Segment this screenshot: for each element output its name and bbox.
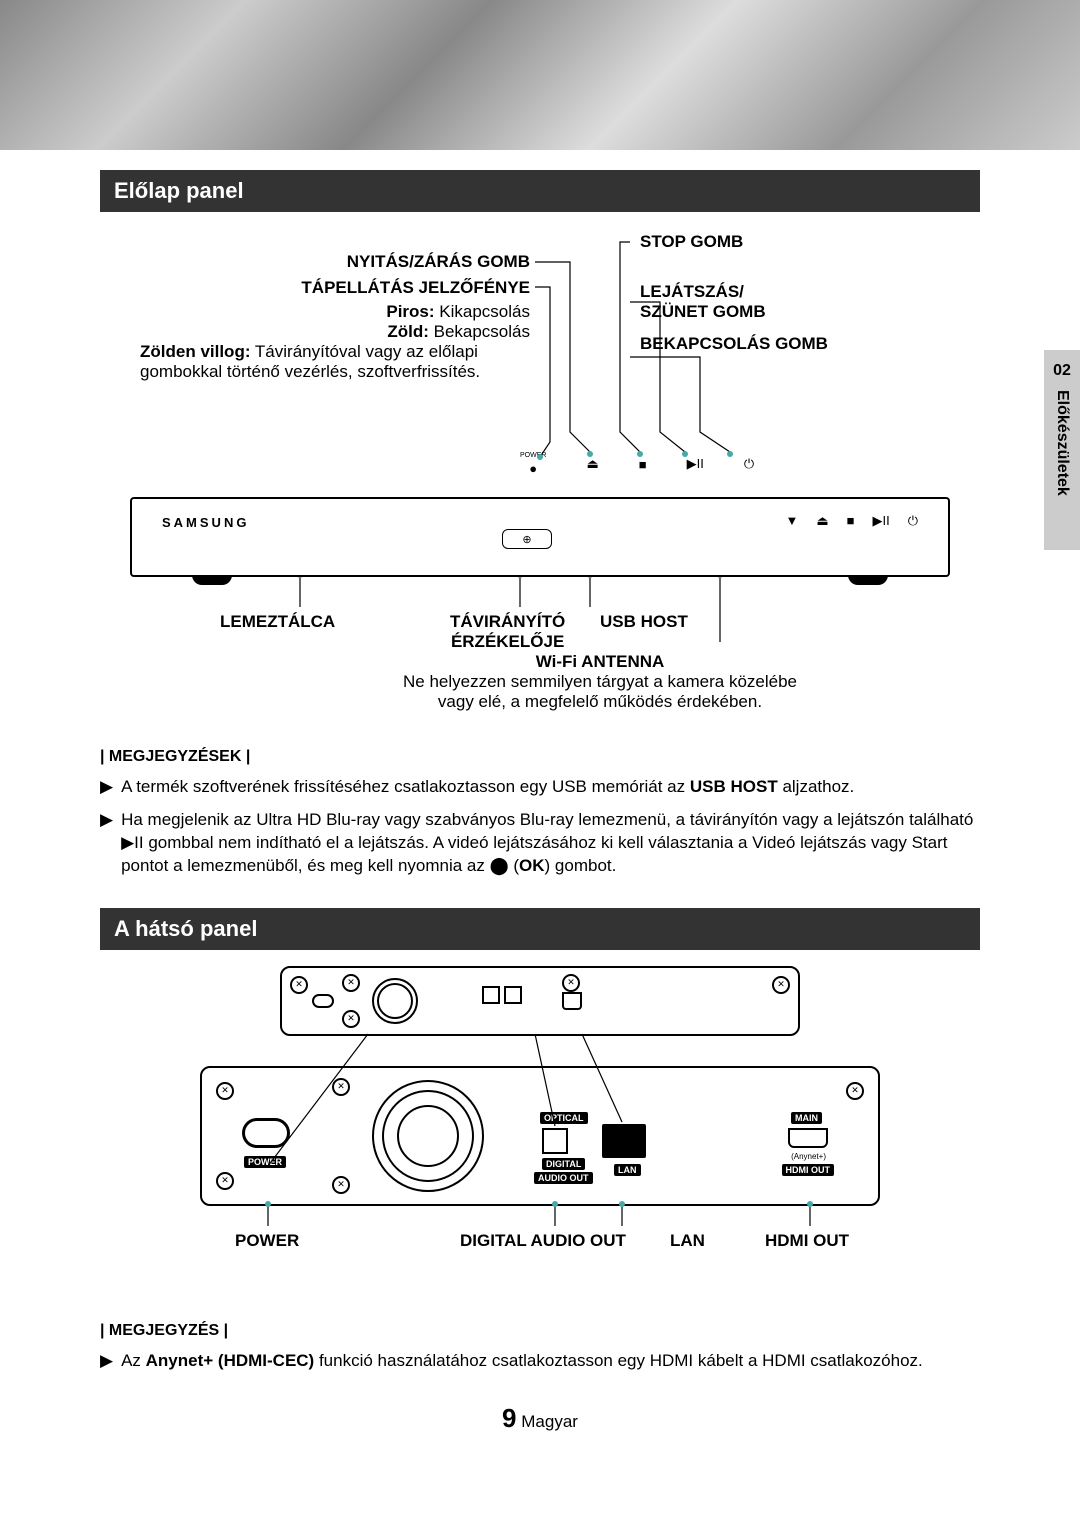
bullet-icon: ▶	[100, 1350, 113, 1373]
section-title-front: Előlap panel	[100, 170, 980, 212]
lan-label: LAN	[670, 1231, 705, 1251]
bullet-icon: ▶	[100, 809, 113, 878]
page-content: 02 Előkészületek Előlap panel NYITÁS/ZÁR…	[0, 170, 1080, 1474]
anynet-label: (Anynet+)	[791, 1152, 826, 1161]
header-gradient	[0, 0, 1080, 150]
page-number: 9	[502, 1403, 516, 1433]
power-btn-label: BEKAPCSOLÁS GOMB	[640, 334, 940, 354]
power-txt: POWER	[520, 452, 546, 459]
circle-inline-icon: ⬤	[490, 856, 509, 875]
stop-small-icon: ■	[847, 513, 855, 529]
back-panel-large: POWER OPTICAL DIGITAL AUDIO OUT LAN MAIN…	[200, 1066, 880, 1206]
device-button-row: ▼ ⏏ ■ ▶II ⏻	[785, 513, 918, 529]
usb-host-label: USB HOST	[600, 612, 688, 632]
led-red: Kikapcsolás	[439, 302, 530, 321]
eject-icon: ⏏	[586, 456, 598, 472]
wifi-antenna-label: Wi-Fi ANTENNA	[350, 652, 850, 672]
led-blink-b: Zölden villog:	[140, 342, 251, 361]
stop-icon: ■	[639, 457, 647, 472]
chapter-number: 02	[1053, 362, 1071, 380]
front-note-2: ▶ Ha megjelenik az Ultra HD Blu-ray vagy…	[100, 809, 980, 878]
digital-audio-label: DIGITAL AUDIO OUT	[460, 1231, 626, 1251]
device-front: SAMSUNG ▼ ⏏ ■ ▶II ⏻ ⊕	[130, 497, 950, 577]
top-button-row: POWER ● ⏏ ■ ▶II ⏻	[520, 452, 754, 476]
power-small-icon: ⏻	[908, 513, 918, 529]
play-pause-label-1: LEJÁTSZÁS/	[640, 282, 940, 302]
front-panel-diagram: NYITÁS/ZÁRÁS GOMB TÁPELLÁTÁS JELZŐFÉNYE …	[100, 232, 980, 732]
disc-tray-label: LEMEZTÁLCA	[220, 612, 335, 632]
notes-header-back: | MEGJEGYZÉS |	[100, 1322, 980, 1340]
main-label: MAIN	[791, 1112, 822, 1124]
section-title-back: A hátsó panel	[100, 908, 980, 950]
remote-sensor-label-1: TÁVIRÁNYÍTÓ	[450, 612, 565, 632]
power-icon: ⏻	[744, 456, 754, 472]
power-dot-icon: ●	[529, 461, 537, 476]
chapter-tab: 02 Előkészületek	[1044, 350, 1080, 550]
optical-label: OPTICAL	[540, 1112, 588, 1124]
wifi-note-2: vagy elé, a megfelelő működés érdekében.	[350, 692, 850, 712]
usb-port: ⊕	[502, 529, 552, 549]
open-close-label: NYITÁS/ZÁRÁS GOMB	[100, 252, 530, 272]
power-led-label: TÁPELLÁTÁS JELZŐFÉNYE	[100, 278, 530, 298]
bullet-icon: ▶	[100, 776, 113, 799]
play-small-icon: ▶II	[872, 513, 889, 529]
back-panel-small	[280, 966, 800, 1036]
samsung-logo: SAMSUNG	[162, 515, 249, 530]
led-red-b: Piros:	[386, 302, 434, 321]
page-footer: 9 Magyar	[100, 1403, 980, 1434]
power-label: POWER	[235, 1231, 299, 1251]
digital-label: DIGITAL	[542, 1158, 585, 1170]
led-green: Bekapcsolás	[434, 322, 530, 341]
hdmi-label: HDMI OUT	[765, 1231, 849, 1251]
lan-sm-label: LAN	[614, 1164, 641, 1176]
back-note-1: ▶ Az Anynet+ (HDMI-CEC) funkció használa…	[100, 1350, 980, 1373]
led-green-b: Zöld:	[387, 322, 429, 341]
audioout-label: AUDIO OUT	[534, 1172, 593, 1184]
remote-sensor-label-2: ÉRZÉKELŐJE	[450, 632, 565, 652]
wifi-note-1: Ne helyezzen semmilyen tárgyat a kamera …	[350, 672, 850, 692]
chapter-title: Előkészületek	[1053, 390, 1071, 496]
stop-label: STOP GOMB	[640, 232, 940, 252]
power-port-label: POWER	[244, 1156, 286, 1168]
front-note-1: ▶ A termék szoftverének frissítéséhez cs…	[100, 776, 980, 799]
hdmi-sm-label: HDMI OUT	[782, 1164, 835, 1176]
page-lang: Magyar	[521, 1412, 578, 1431]
notes-header-front: | MEGJEGYZÉSEK |	[100, 748, 980, 766]
play-pause-label-2: SZÜNET GOMB	[640, 302, 940, 322]
play-pause-inline-icon: ▶II	[121, 833, 144, 852]
back-panel-diagram: POWER OPTICAL DIGITAL AUDIO OUT LAN MAIN…	[100, 966, 980, 1306]
eject-small-icon: ⏏	[816, 513, 828, 529]
play-pause-icon: ▶II	[687, 456, 704, 472]
wifi-antenna-icon: ▼	[785, 513, 798, 529]
